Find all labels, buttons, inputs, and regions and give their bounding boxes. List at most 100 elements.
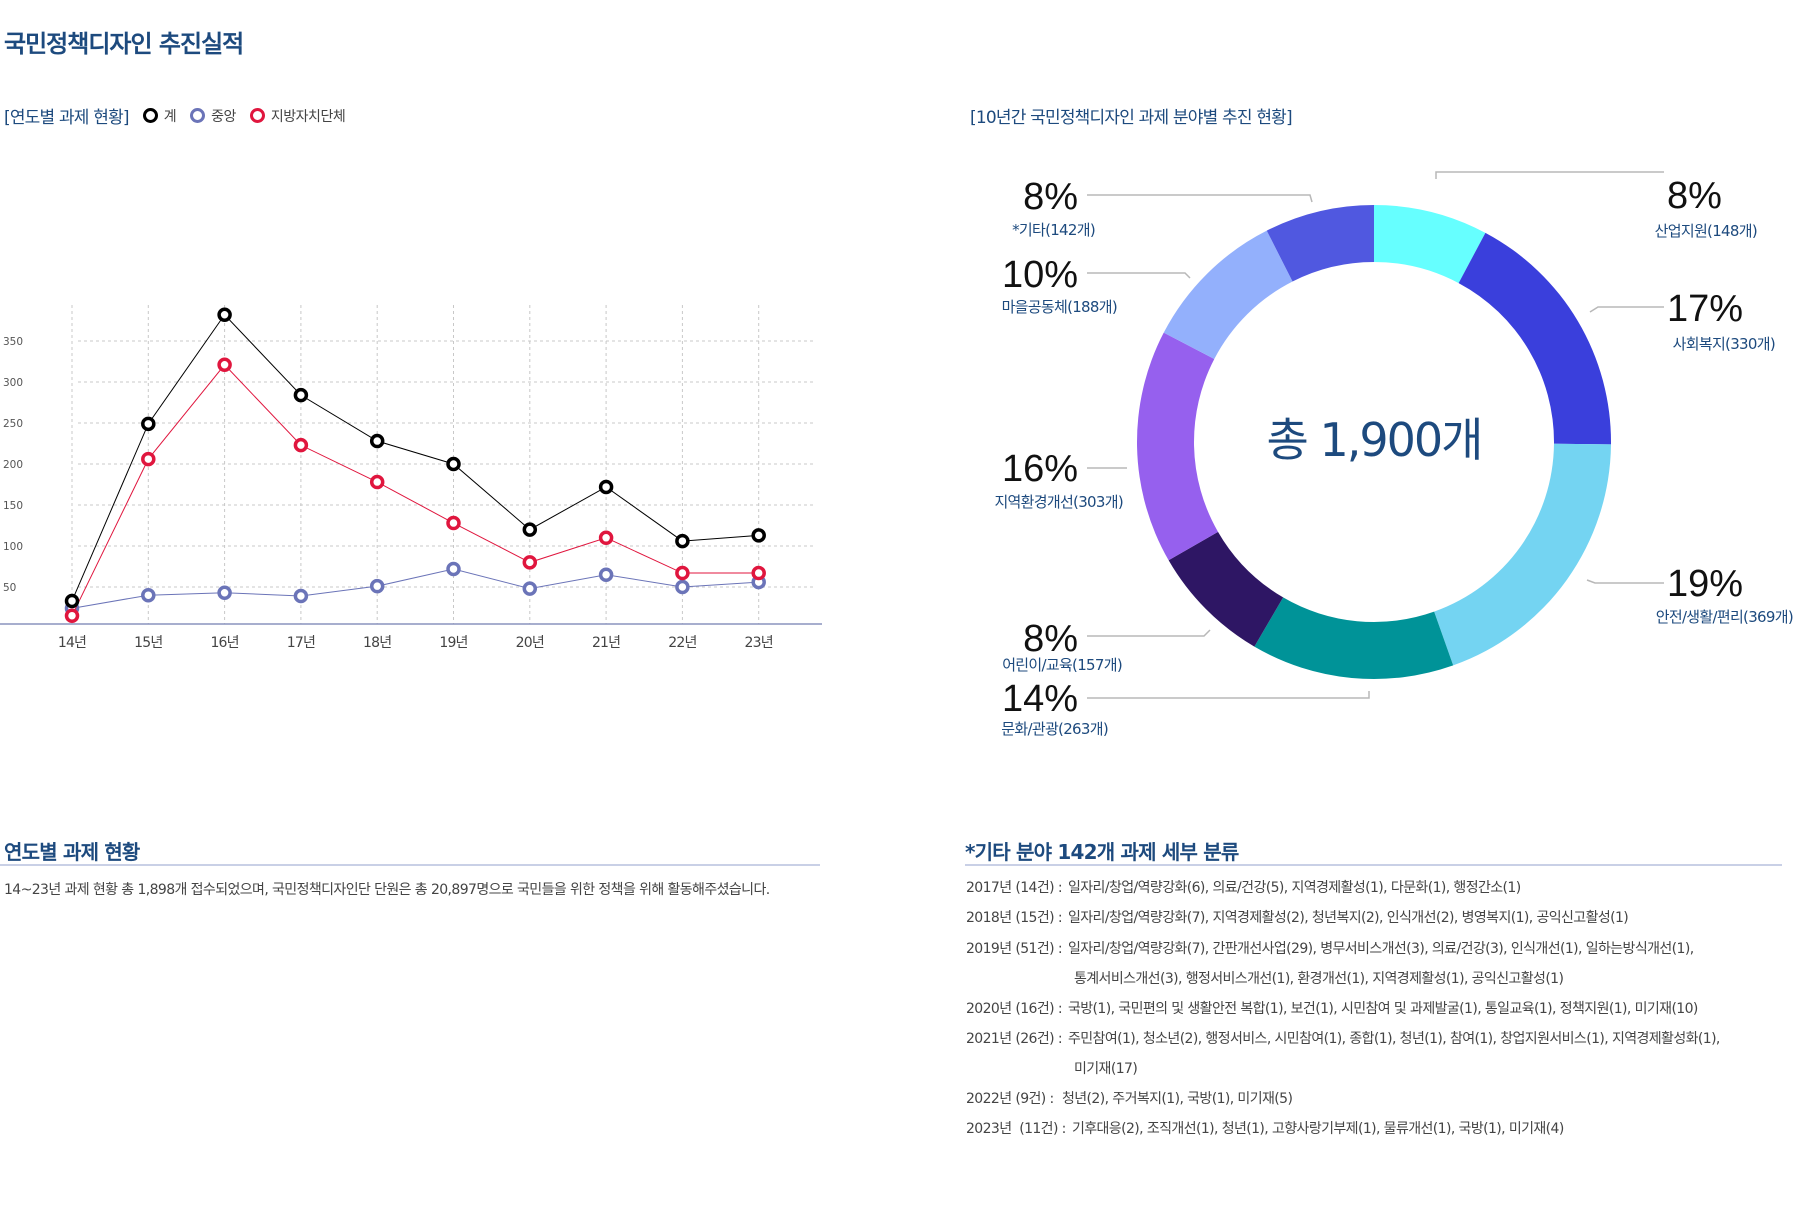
x-tick-label: 19년 [439, 635, 467, 651]
y-tick-label: 300 [3, 377, 23, 389]
y-axis-ticks: 50 100 150 200 250 300 350 [3, 336, 23, 594]
donut-chart [1087, 171, 1664, 699]
detail-row-2021-continued: 미기재(17) [1074, 1061, 1138, 1077]
data-point [675, 533, 690, 549]
leader-line-safety [1586, 579, 1664, 584]
data-point [751, 528, 766, 543]
detail-row-2023: 2023년 (11건) : 기후대응(2), 조직개선(1), 청년(1), 고향… [966, 1120, 1564, 1138]
slice-percent-children: 8% [1023, 618, 1078, 660]
slice-percent-culture: 14% [1001, 678, 1078, 720]
slice-label-other: *기타(142개) [1012, 221, 1096, 239]
summary-divider [0, 864, 820, 866]
legend-item-central: 중앙 [190, 106, 236, 126]
data-point [598, 530, 614, 546]
legend-item-local: 지방자치단체 [249, 106, 346, 126]
donut-slice [1266, 205, 1374, 282]
y-tick-label: 250 [3, 418, 23, 430]
detail-row-2021: 2021년 (26건) : 주민참여(1), 청소년(2), 행정서비스, 시민참… [966, 1030, 1720, 1048]
legend-label-total: 계 [163, 108, 177, 125]
detail-items: 청년(2), 주거복지(1), 국방(1), 미기재(5) [1062, 1091, 1293, 1107]
details-heading: *기타 분야 142개 과제 세부 분류 [965, 840, 1239, 864]
slice-label-community: 마을공동체(188개) [1001, 298, 1118, 316]
x-tick-label: 23년 [745, 635, 773, 651]
data-point [293, 387, 309, 403]
series-line [71, 568, 759, 609]
series-local [64, 357, 766, 623]
data-point [446, 515, 461, 531]
legend-label-central: 중앙 [211, 108, 236, 125]
donut-slice [1458, 232, 1611, 445]
detail-row-2017: 2017년 (14건) : 일자리/창업/역량강화(6), 의료/건강(5), 지… [966, 879, 1521, 897]
slice-percent-safety: 19% [1667, 563, 1744, 605]
x-tick-label: 18년 [363, 635, 391, 651]
leader-line-culture [1087, 691, 1370, 699]
data-point [293, 437, 309, 453]
donut-center-total: 총 1,900개 [1266, 413, 1484, 467]
data-point [369, 474, 385, 490]
x-tick-label: 22년 [668, 635, 696, 651]
legend-marker-total-icon [142, 108, 158, 123]
donut-slices [1137, 205, 1611, 679]
detail-items: 주민참여(1), 청소년(2), 행정서비스, 시민참여(1), 종합(1), … [1068, 1031, 1720, 1047]
detail-items: 일자리/창업/역량강화(7), 간판개선사업(29), 병무서비스개선(3), … [1068, 941, 1694, 957]
slice-percent-environment: 16% [1001, 448, 1078, 490]
donut-slice [1137, 332, 1219, 561]
data-point [141, 416, 156, 432]
data-point [675, 565, 690, 581]
page-title: 국민정책디자인 추진실적 [4, 30, 244, 58]
slice-label-culture: 문화/관광(263개) [1001, 720, 1108, 738]
detail-year: 2017년 (14건) : [966, 880, 1063, 896]
detail-items: 기후대응(2), 조직개선(1), 청년(1), 고향사랑기부제(1), 물류개… [1072, 1121, 1564, 1137]
x-tick-label: 20년 [516, 635, 544, 651]
chart-grid [71, 305, 815, 624]
leader-line-community [1087, 272, 1191, 279]
donut-slice [1374, 205, 1486, 284]
data-point [141, 587, 156, 603]
donut-leader-lines [1087, 171, 1664, 699]
x-axis-ticks: 14년 15년 16년 17년 18년 19년 20년 21년 22년 23년 [58, 635, 774, 651]
data-point [598, 567, 614, 582]
data-point [293, 588, 309, 604]
chart-series [64, 307, 766, 623]
detail-year: 2022년 (9건) : [966, 1091, 1054, 1107]
detail-row-2019-continued: 통계서비스개선(3), 행정서비스개선(1), 환경개선(1), 지역경제활성(… [1074, 971, 1564, 987]
legend-marker-local-icon [249, 108, 265, 123]
donut-slice [1254, 597, 1454, 679]
leader-line-welfare [1589, 306, 1664, 313]
donut-chart-title: [10년간 국민정책디자인 과제 분야별 추진 현황] [970, 108, 1293, 128]
slice-label-environment: 지역환경개선(303개) [994, 493, 1123, 511]
data-point [751, 565, 766, 581]
legend-label-local: 지방자치단체 [270, 108, 346, 125]
slice-label-children: 어린이/교육(157개) [1002, 656, 1122, 674]
y-tick-label: 100 [3, 541, 23, 553]
detail-items: 일자리/창업/역량강화(6), 의료/건강(5), 지역경제활성(1), 다문화… [1068, 880, 1521, 896]
summary-heading: 연도별 과제 현황 [4, 840, 140, 864]
slice-label-welfare: 사회복지(330개) [1672, 335, 1776, 353]
detail-year: 2023년 (11건) : [966, 1121, 1066, 1137]
details-divider [965, 864, 1782, 866]
data-point [446, 456, 461, 472]
slice-label-safety: 안전/생활/편리(369개) [1655, 608, 1794, 626]
x-tick-label: 21년 [592, 635, 620, 651]
x-tick-label: 16년 [210, 635, 238, 651]
y-tick-label: 200 [3, 459, 23, 471]
leader-line-children [1087, 629, 1211, 637]
data-point [446, 561, 461, 577]
x-tick-label: 15년 [134, 635, 162, 651]
x-tick-label: 17년 [287, 635, 315, 651]
data-point [217, 585, 232, 600]
series-total [64, 307, 766, 609]
y-tick-label: 150 [3, 500, 23, 512]
series-line [71, 364, 759, 616]
series-central [64, 561, 766, 616]
data-point [598, 479, 614, 495]
data-point [64, 608, 80, 623]
detail-items: 일자리/창업/역량강화(7), 지역경제활성(2), 청년복지(2), 인식개선… [1068, 910, 1629, 926]
detail-row-2020: 2020년 (16건) : 국방(1), 국민편의 및 생활안전 복합(1), 보… [966, 1000, 1698, 1018]
summary-text: 14~23년 과제 현황 총 1,898개 접수되었으며, 국민정책디자인단 단… [4, 882, 770, 898]
line-chart: 50 100 150 200 250 300 350 14년 15년 16년 17년 18년 19년 2… [0, 305, 822, 651]
detail-row-2018: 2018년 (15건) : 일자리/창업/역량강화(7), 지역경제활성(2), … [966, 909, 1629, 927]
donut-slice [1434, 443, 1611, 666]
legend-item-total: 계 [142, 106, 177, 126]
data-point [369, 578, 385, 594]
